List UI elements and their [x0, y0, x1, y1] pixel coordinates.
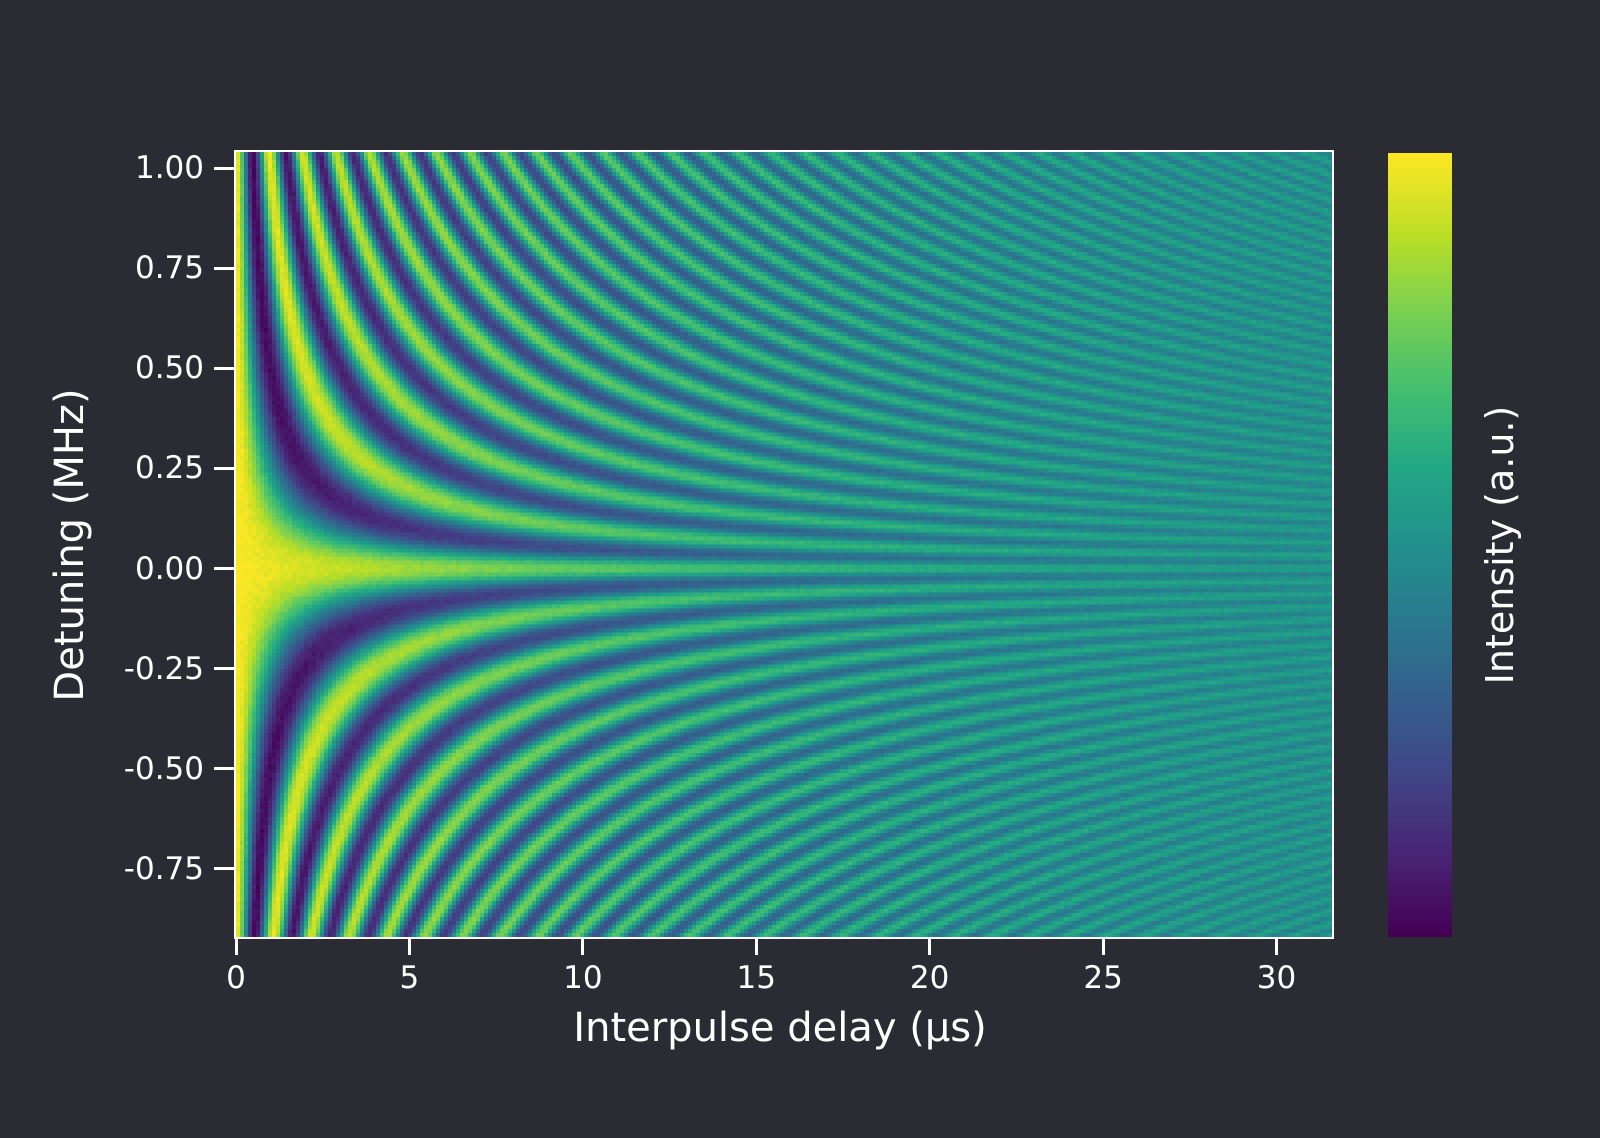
- x-tick-label: 10: [563, 960, 602, 996]
- y-tick-mark: [214, 667, 234, 670]
- colorbar-label: Intensity (a.u.): [1478, 406, 1522, 685]
- y-tick-label: -0.50: [84, 751, 204, 787]
- x-tick-label: 25: [1083, 960, 1122, 996]
- x-tick-mark: [1275, 937, 1278, 955]
- y-tick-label: 0.75: [84, 250, 204, 286]
- heatmap-image: [236, 152, 1332, 937]
- x-tick-mark: [408, 937, 411, 955]
- x-tick-mark: [755, 937, 758, 955]
- y-tick-label: -0.25: [84, 651, 204, 687]
- x-tick-label: 5: [400, 960, 420, 996]
- x-tick-mark: [928, 937, 931, 955]
- x-tick-label: 0: [226, 960, 246, 996]
- y-tick-mark: [214, 767, 234, 770]
- x-tick-mark: [581, 937, 584, 955]
- y-tick-mark: [214, 167, 234, 170]
- colorbar: [1388, 153, 1452, 937]
- y-axis-label: Detuning (MHz): [47, 388, 93, 701]
- y-tick-label: 1.00: [84, 150, 204, 186]
- y-tick-mark: [214, 867, 234, 870]
- y-tick-label: -0.75: [84, 851, 204, 887]
- x-axis-label: Interpulse delay (μs): [573, 1005, 986, 1051]
- x-tick-label: 15: [737, 960, 776, 996]
- x-tick-mark: [1102, 937, 1105, 955]
- x-tick-label: 20: [910, 960, 949, 996]
- y-tick-mark: [214, 567, 234, 570]
- y-tick-mark: [214, 467, 234, 470]
- x-tick-label: 30: [1257, 960, 1296, 996]
- y-tick-label: 0.25: [84, 450, 204, 486]
- y-tick-label: 0.00: [84, 551, 204, 587]
- y-tick-mark: [214, 367, 234, 370]
- chart-root: 0 5 10 15 20 25 30 1.00 0.75 0.50 0.25 0.00 -0.25 -0.…: [0, 0, 1600, 1138]
- y-tick-mark: [214, 267, 234, 270]
- x-tick-mark: [235, 937, 238, 955]
- y-tick-label: 0.50: [84, 350, 204, 386]
